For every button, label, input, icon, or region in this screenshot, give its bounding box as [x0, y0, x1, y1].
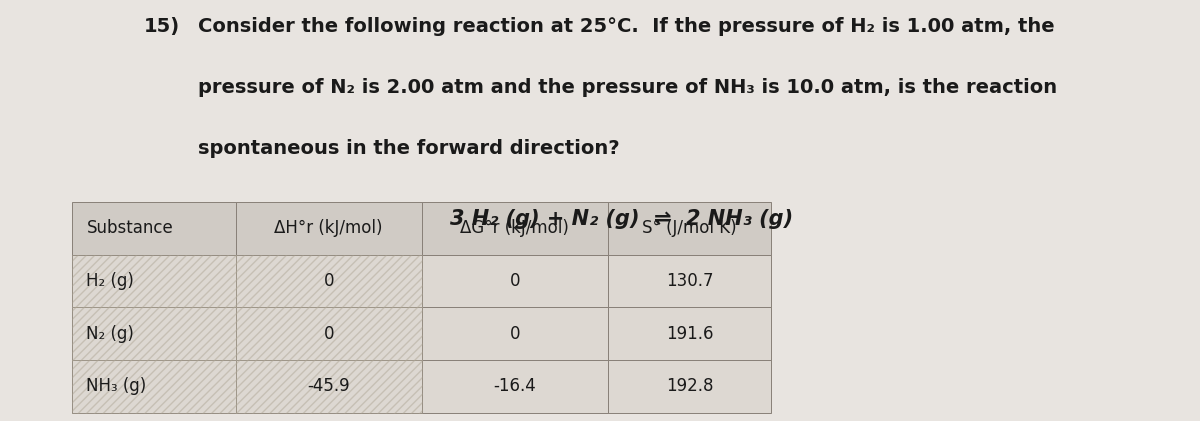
Bar [235, 255, 421, 307]
Bar [607, 360, 772, 413]
Text: H₂ (g): H₂ (g) [86, 272, 134, 290]
Bar [72, 255, 235, 307]
Text: 0: 0 [324, 272, 334, 290]
Text: 0: 0 [324, 325, 334, 343]
Bar [607, 202, 772, 255]
Bar [607, 255, 772, 307]
Text: ΔH°r (kJ/mol): ΔH°r (kJ/mol) [275, 219, 383, 237]
Bar [421, 255, 607, 307]
Text: 0: 0 [510, 272, 520, 290]
Text: spontaneous in the forward direction?: spontaneous in the forward direction? [198, 139, 619, 158]
Text: -16.4: -16.4 [493, 377, 536, 395]
Text: 15): 15) [144, 17, 180, 36]
Text: -45.9: -45.9 [307, 377, 350, 395]
Bar [235, 255, 421, 307]
Text: pressure of N₂ is 2.00 atm and the pressure of NH₃ is 10.0 atm, is the reaction: pressure of N₂ is 2.00 atm and the press… [198, 78, 1057, 97]
Bar [72, 360, 235, 413]
Bar [235, 307, 421, 360]
Bar [72, 255, 235, 307]
Bar [235, 360, 421, 413]
Bar [421, 360, 607, 413]
Text: N₂ (g): N₂ (g) [86, 325, 134, 343]
Text: 130.7: 130.7 [666, 272, 713, 290]
Text: 191.6: 191.6 [666, 325, 713, 343]
Text: NH₃ (g): NH₃ (g) [86, 377, 146, 395]
Text: Substance: Substance [86, 219, 173, 237]
Bar [421, 307, 607, 360]
Bar [607, 307, 772, 360]
Text: 0: 0 [510, 325, 520, 343]
Text: 3 H₂ (g) + N₂ (g)  ⇌  2 NH₃ (g): 3 H₂ (g) + N₂ (g) ⇌ 2 NH₃ (g) [450, 209, 793, 229]
Bar [235, 360, 421, 413]
Bar [72, 307, 235, 360]
Text: S° (J/mol K): S° (J/mol K) [642, 219, 737, 237]
Text: Consider the following reaction at 25°C.  If the pressure of H₂ is 1.00 atm, the: Consider the following reaction at 25°C.… [198, 17, 1055, 36]
Text: ΔG°r (kJ/mol): ΔG°r (kJ/mol) [461, 219, 569, 237]
Text: 192.8: 192.8 [666, 377, 713, 395]
Bar [72, 360, 235, 413]
Bar [235, 307, 421, 360]
Bar [421, 202, 607, 255]
Bar [72, 307, 235, 360]
Bar [72, 202, 235, 255]
Bar [235, 202, 421, 255]
